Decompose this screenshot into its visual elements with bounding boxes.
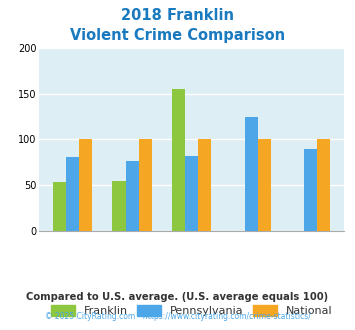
Bar (245, 117, 258, 231)
Bar (258, 139, 271, 231)
Bar (53, 182, 66, 231)
Text: Compared to U.S. average. (U.S. average equals 100): Compared to U.S. average. (U.S. average … (26, 292, 329, 302)
Bar (113, 181, 126, 231)
Text: 2018 Franklin: 2018 Franklin (121, 8, 234, 23)
Text: © 2025 CityRating.com - https://www.cityrating.com/crime-statistics/: © 2025 CityRating.com - https://www.city… (45, 312, 310, 321)
Bar (304, 149, 317, 231)
Legend: Franklin, Pennsylvania, National: Franklin, Pennsylvania, National (46, 301, 337, 321)
Bar (317, 139, 331, 231)
Bar (126, 161, 139, 231)
Bar (66, 157, 79, 231)
Bar (185, 156, 198, 231)
Bar (198, 139, 211, 231)
Bar (79, 139, 92, 231)
Bar (172, 89, 185, 231)
Bar (139, 139, 152, 231)
Text: Violent Crime Comparison: Violent Crime Comparison (70, 28, 285, 43)
